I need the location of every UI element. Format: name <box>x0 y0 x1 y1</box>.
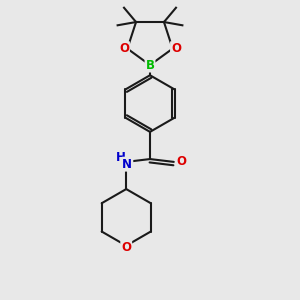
Text: H: H <box>116 151 125 164</box>
Text: O: O <box>176 155 186 168</box>
Text: O: O <box>121 242 131 254</box>
Text: N: N <box>122 158 132 171</box>
Text: B: B <box>146 58 154 72</box>
Text: O: O <box>119 42 129 55</box>
Text: O: O <box>171 42 181 55</box>
